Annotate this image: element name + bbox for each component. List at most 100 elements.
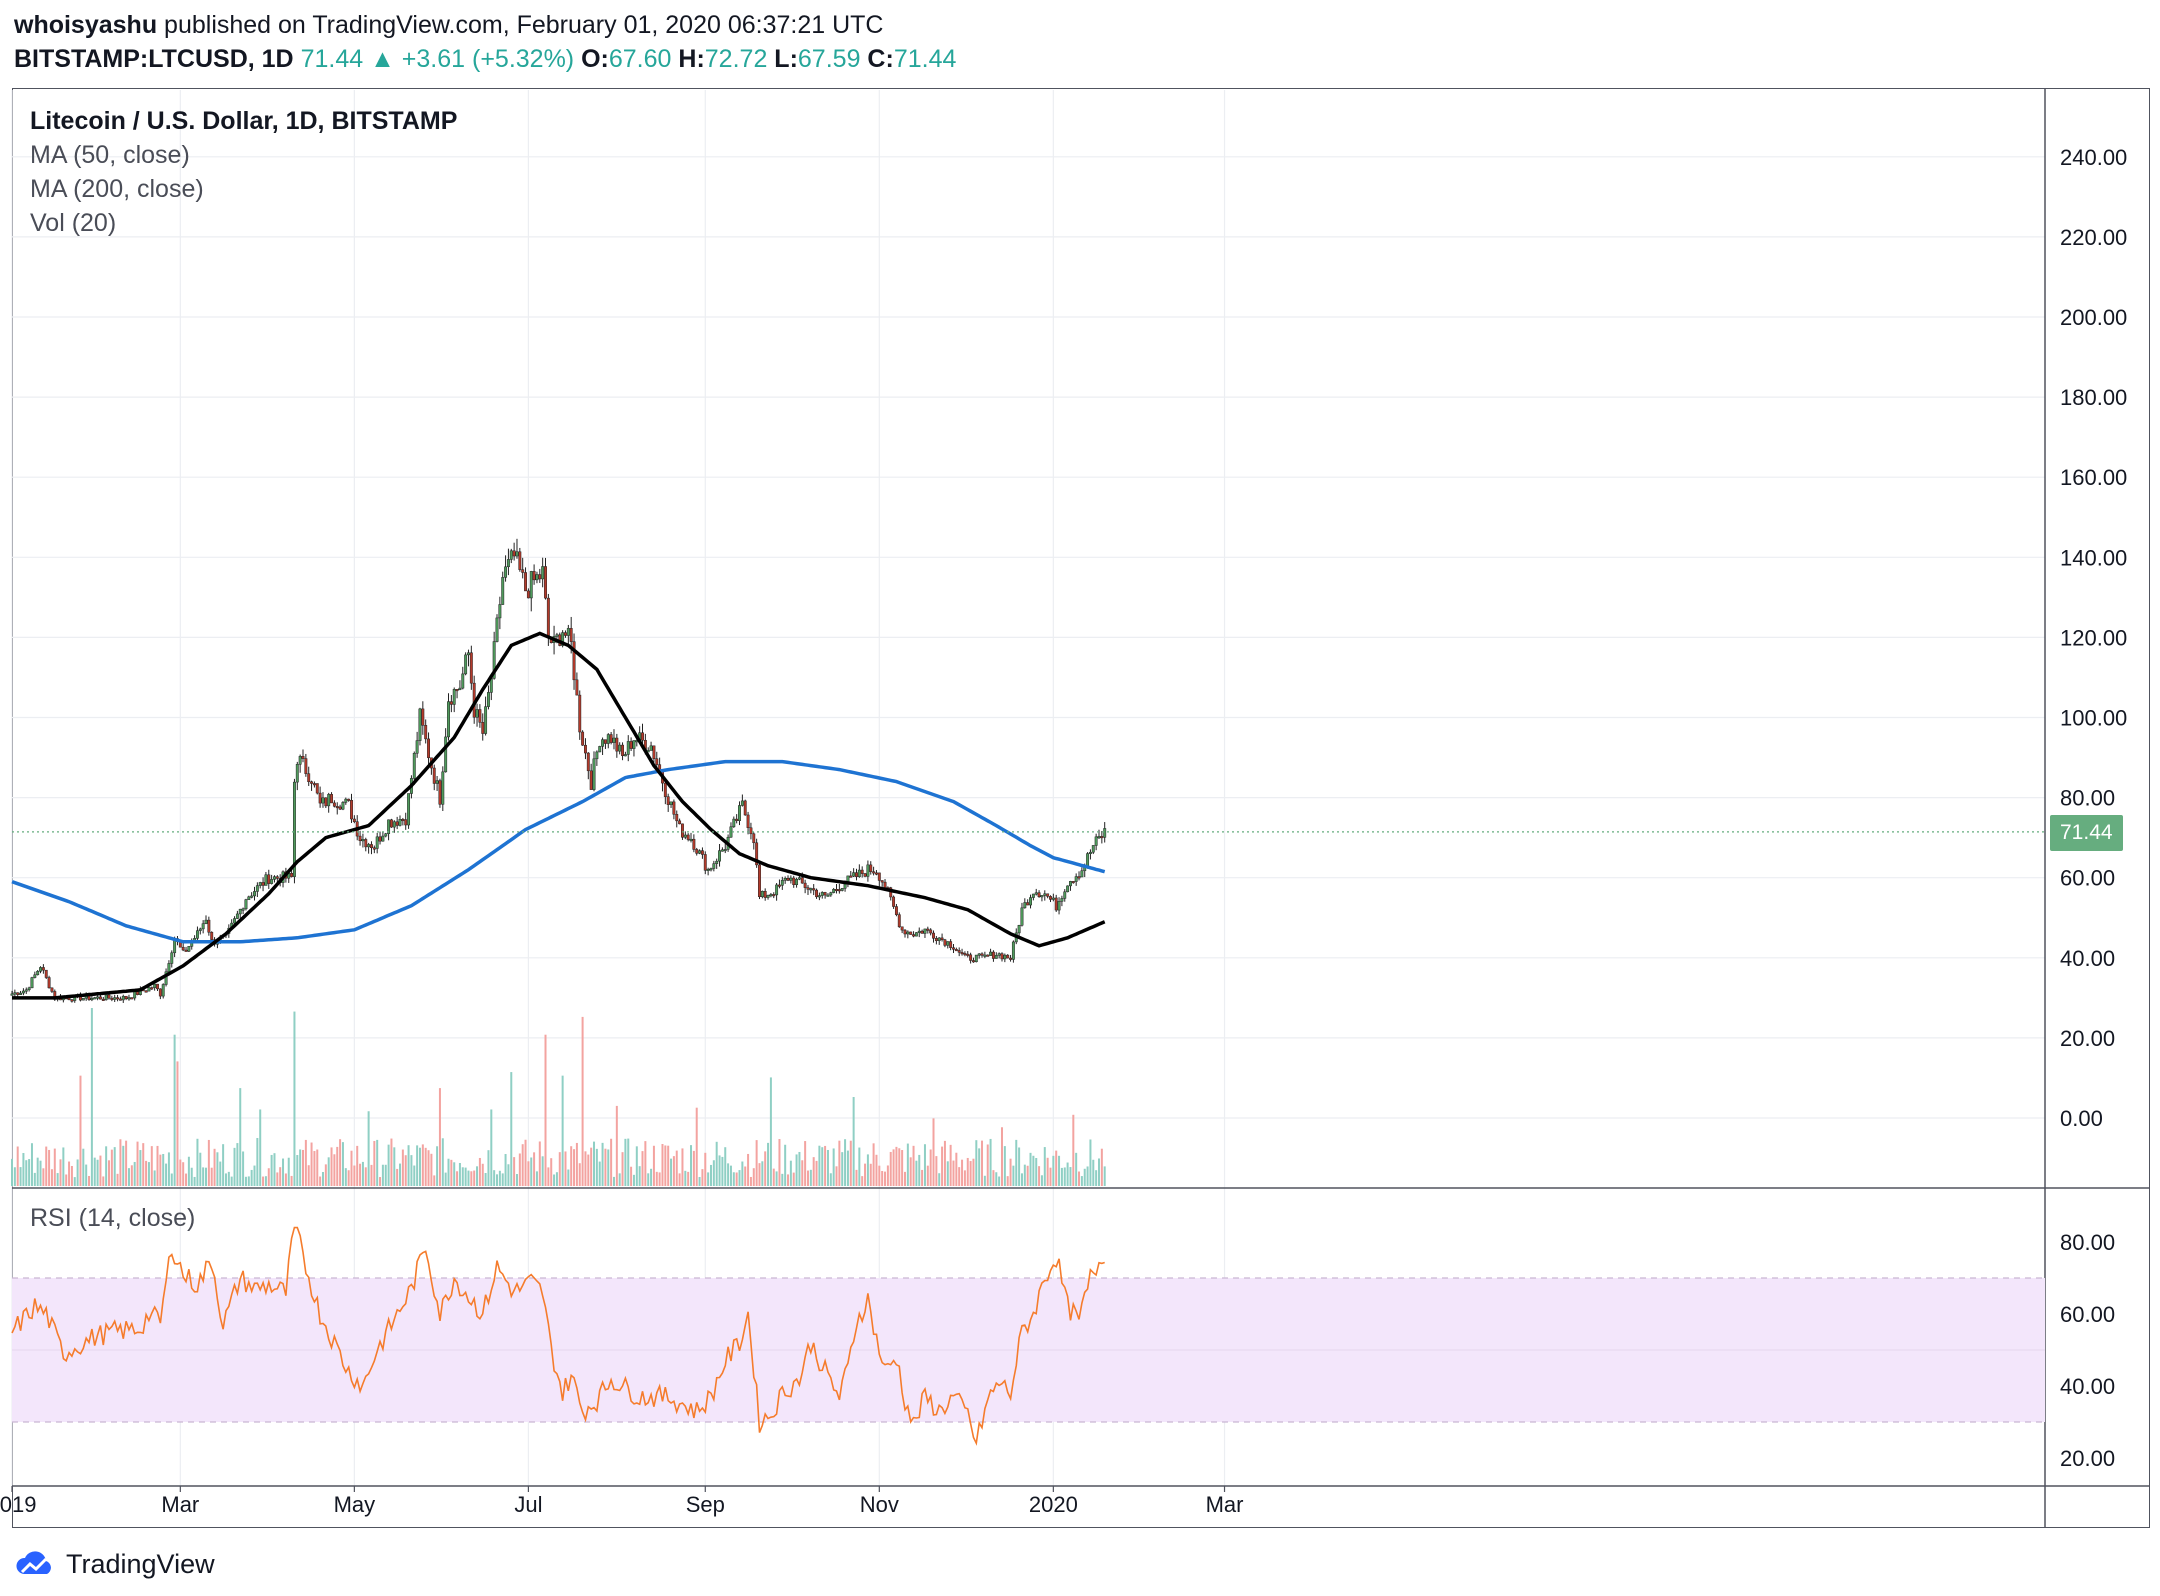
volume-bar-365 — [1052, 1155, 1055, 1186]
volume-bar-102 — [302, 1149, 305, 1186]
volume-bar-220 — [638, 1166, 641, 1186]
volume-bar-221 — [641, 1151, 644, 1186]
candle-body-234 — [678, 820, 682, 825]
candle-body-310 — [894, 906, 898, 915]
volume-bar-34 — [108, 1160, 111, 1186]
volume-bar-3 — [19, 1167, 22, 1186]
volume-bar-316 — [912, 1145, 915, 1186]
candle-body-247 — [715, 860, 719, 864]
candle-body-288 — [832, 889, 836, 893]
candle-body-264 — [763, 890, 767, 898]
candle-body-379 — [1091, 845, 1095, 853]
candle-body-139 — [407, 793, 411, 826]
volume-bar-73 — [219, 1161, 222, 1186]
volume-bar-326 — [941, 1146, 944, 1186]
volume-bar-88 — [262, 1176, 265, 1186]
tradingview-brand[interactable]: TradingView — [66, 1548, 215, 1579]
volume-bar-350 — [1009, 1158, 1012, 1186]
up-triangle-icon: ▲ — [370, 45, 395, 73]
volume-bar-55 — [167, 1152, 170, 1186]
candle-body-286 — [826, 894, 830, 897]
volume-bar-219 — [635, 1146, 638, 1186]
candle-body-270 — [780, 880, 784, 886]
candle-body-382 — [1100, 836, 1104, 839]
candle-body-356 — [1026, 902, 1030, 906]
candle-body-148 — [432, 767, 436, 784]
volume-bar-226 — [655, 1171, 658, 1186]
volume-bar-28 — [90, 1008, 93, 1186]
volume-bar-306 — [884, 1171, 887, 1186]
volume-bar-271 — [784, 1144, 787, 1186]
volume-bar-291 — [841, 1152, 844, 1186]
candle-body-169 — [492, 641, 496, 679]
candle-body-21 — [70, 999, 74, 1002]
volume-bar-256 — [741, 1161, 744, 1186]
volume-bar-169 — [493, 1170, 496, 1186]
candle-body-241 — [698, 850, 702, 854]
volume-bar-83 — [247, 1176, 250, 1186]
volume-bar-238 — [690, 1145, 693, 1186]
candle-body-61 — [184, 949, 188, 952]
candle-body-186 — [541, 566, 545, 580]
candle-body-235 — [681, 823, 684, 838]
legend-title[interactable]: Litecoin / U.S. Dollar, 1D, BITSTAMP — [30, 107, 458, 135]
volume-bar-367 — [1058, 1155, 1061, 1186]
volume-bar-168 — [490, 1109, 493, 1186]
published-text: published on TradingView.com, February 0… — [164, 11, 884, 39]
volume-bar-67 — [202, 1167, 205, 1186]
rsi-legend[interactable]: RSI (14, close) — [30, 1204, 196, 1232]
candle-body-126 — [370, 844, 373, 849]
time-tick-6: 2020 — [1029, 1492, 1078, 1517]
candle-body-196 — [569, 628, 573, 642]
candle-body-92 — [273, 876, 276, 880]
volume-bar-31 — [99, 1155, 102, 1186]
volume-bar-13 — [48, 1149, 51, 1186]
volume-bar-183 — [533, 1152, 536, 1186]
volume-bar-0 — [11, 1158, 13, 1186]
candle-body-132 — [387, 819, 391, 834]
candle-body-348 — [1003, 954, 1007, 960]
open-label: O: — [581, 45, 609, 73]
candle-body-345 — [994, 955, 998, 959]
volume-bar-68 — [205, 1167, 208, 1186]
candle-body-137 — [401, 819, 405, 822]
candle-body-236 — [683, 834, 687, 838]
legend-volume[interactable]: Vol (20) — [30, 209, 117, 237]
volume-bar-174 — [507, 1164, 510, 1186]
volume-bar-300 — [866, 1154, 869, 1186]
volume-bar-142 — [416, 1145, 419, 1186]
volume-bar-61 — [185, 1173, 188, 1186]
volume-bar-334 — [963, 1170, 966, 1186]
volume-bar-314 — [906, 1143, 909, 1186]
volume-bar-180 — [524, 1139, 527, 1186]
legend-ma200[interactable]: MA (200, close) — [30, 175, 204, 203]
volume-bar-206 — [598, 1161, 601, 1186]
volume-bar-182 — [530, 1157, 533, 1186]
volume-bar-315 — [909, 1157, 912, 1186]
candle-body-221 — [641, 732, 644, 741]
volume-bar-205 — [595, 1148, 598, 1186]
volume-bar-200 — [581, 1016, 584, 1186]
volume-bar-165 — [481, 1163, 484, 1186]
legend-ma50[interactable]: MA (50, close) — [30, 141, 190, 169]
candle-body-50 — [153, 983, 157, 988]
volume-bar-358 — [1032, 1155, 1035, 1186]
volume-bar-140 — [410, 1155, 413, 1186]
candle-body-54 — [164, 971, 168, 985]
candle-body-287 — [829, 892, 833, 896]
volume-bar-310 — [895, 1146, 898, 1186]
candle-body-243 — [703, 854, 707, 871]
candle-body-188 — [546, 597, 550, 638]
candle-body-360 — [1037, 892, 1041, 897]
candle-body-116 — [341, 802, 345, 810]
volume-bar-357 — [1029, 1152, 1032, 1186]
candle-body-374 — [1077, 876, 1081, 879]
candle-body-135 — [395, 821, 399, 826]
volume-bar-173 — [504, 1154, 507, 1186]
volume-bar-59 — [179, 1159, 182, 1186]
candle-body-266 — [769, 894, 773, 897]
close-value: 71.44 — [893, 45, 957, 73]
publisher-name[interactable]: whoisyashu — [14, 11, 158, 39]
time-tick-7: Mar — [1206, 1492, 1244, 1517]
